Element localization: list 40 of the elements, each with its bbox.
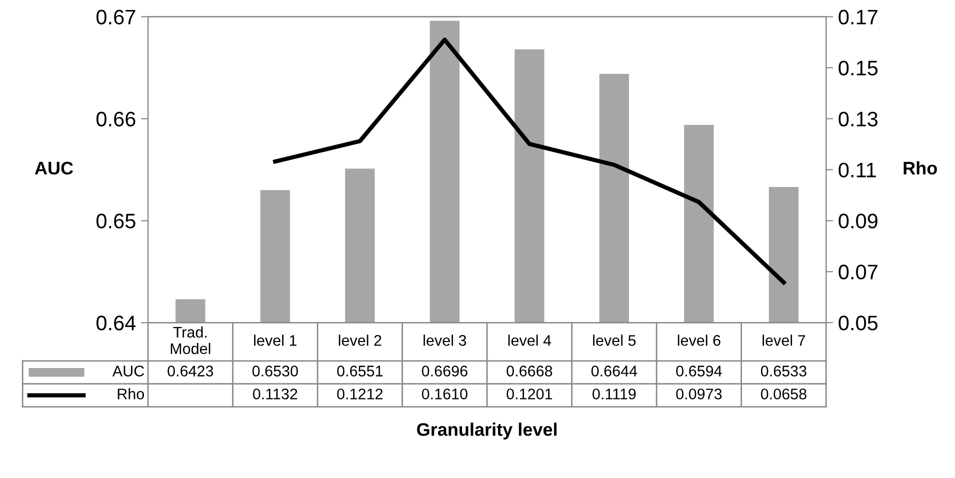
data-label: 0.6644: [591, 366, 638, 376]
data-label: 0.6551: [337, 366, 383, 376]
y2-tick-label: 0.17: [838, 10, 878, 24]
data-label: 0.1201: [506, 388, 552, 400]
legend-label: Rho: [118, 388, 144, 400]
legend-label: AUC: [112, 366, 144, 376]
y-tick-label: 0.64: [96, 316, 136, 330]
data-label: 0.6696: [422, 366, 468, 376]
x-tick-label: level 7: [762, 334, 806, 346]
data-label: 0.1119: [592, 388, 636, 400]
y2-tick-label: 0.07: [838, 264, 878, 280]
x-tick-label: level 1: [254, 334, 296, 346]
y2-axis-title: Rho: [904, 161, 937, 175]
data-label: 0.1610: [422, 388, 468, 400]
data-label: 0.0658: [760, 388, 806, 400]
data-label: 0.6668: [506, 366, 552, 376]
y-tick-label: 0.67: [96, 10, 136, 24]
y2-tick-label: 0.09: [838, 214, 878, 228]
x-tick-label: level 2: [338, 334, 382, 346]
data-label: 0.6533: [760, 366, 806, 376]
y-tick-label: 0.65: [96, 214, 136, 228]
data-label: 0.6423: [168, 366, 214, 376]
y-tick-label: 0.66: [96, 112, 136, 126]
line-series: [273, 38, 786, 284]
x-tick-label: level 6: [678, 334, 720, 346]
x-tick-label: level 4: [508, 334, 552, 346]
x-tick-label: Trad. Model: [170, 326, 210, 354]
y2-tick-label: 0.05: [838, 316, 878, 330]
data-label: 0.0973: [676, 388, 722, 400]
y-axis-title: AUC: [34, 162, 74, 175]
y2-tick-label: 0.13: [838, 112, 878, 126]
x-axis-title: Granularity level: [417, 422, 557, 440]
data-label: 0.6594: [676, 366, 722, 376]
y2-tick-label: 0.11: [838, 162, 876, 178]
data-label: 0.1132: [252, 388, 298, 400]
x-tick-label: level 3: [424, 334, 466, 346]
data-label: 0.1212: [337, 388, 383, 400]
x-tick-label: level 5: [593, 334, 636, 346]
data-label: 0.6530: [252, 366, 298, 376]
y2-tick-label: 0.15: [838, 60, 878, 76]
